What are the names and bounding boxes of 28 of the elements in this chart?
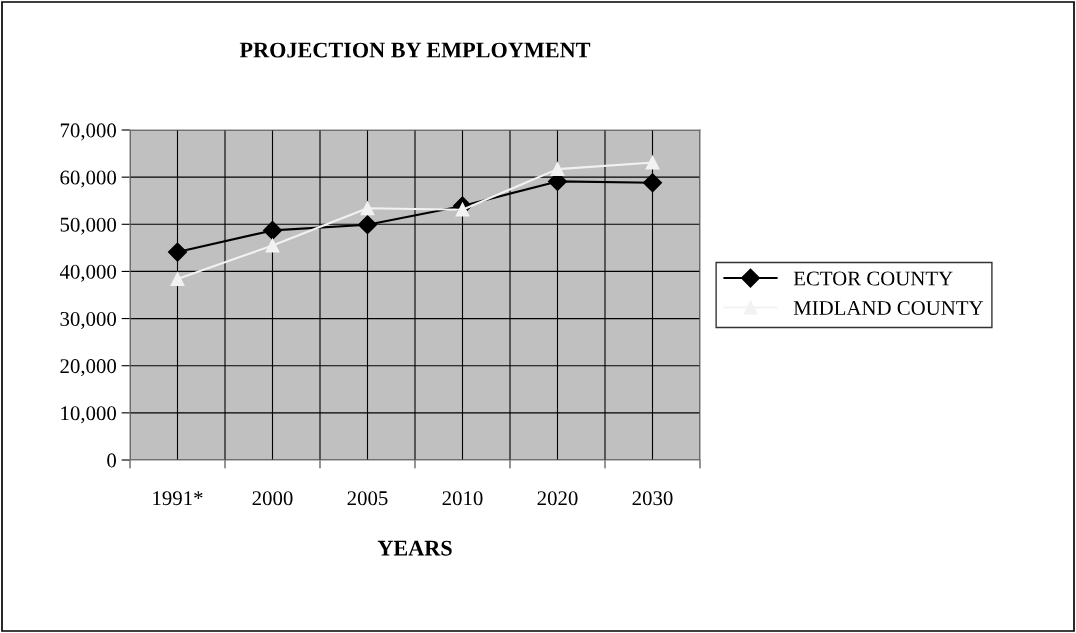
point [550, 162, 565, 177]
x-axis-title: YEARS [377, 540, 452, 556]
legend-label: MIDLAND COUNTY [793, 301, 984, 315]
x-tick-label: 2005 [347, 491, 388, 506]
point [265, 238, 280, 253]
x-tick-label: 2000 [252, 491, 293, 506]
point [262, 220, 283, 240]
point [360, 201, 375, 216]
point [357, 215, 378, 235]
legend-label: ECTOR COUNTY [793, 271, 953, 286]
x-tick-label: 2010 [442, 491, 483, 506]
x-tick-label: 1991* [153, 491, 203, 506]
y-tick-label: 10,000 [61, 406, 117, 424]
x-tick-label: 2030 [632, 491, 673, 506]
y-tick-label: 40,000 [59, 264, 117, 282]
point [455, 202, 470, 217]
y-tick-label: 70,000 [60, 123, 117, 141]
y-tick-label: 20,000 [60, 359, 117, 377]
y-tick-label: 0 [107, 453, 117, 468]
y-tick-label: 50,000 [60, 217, 117, 235]
y-tick-label: 60,000 [60, 170, 117, 188]
chart-title: PROJECTION BY EMPLOYMENT [239, 42, 591, 58]
point [170, 272, 185, 286]
point [645, 155, 660, 170]
y-tick-label: 30,000 [60, 311, 117, 329]
point [167, 242, 188, 262]
point [642, 173, 663, 193]
x-tick-label: 2020 [537, 491, 578, 506]
